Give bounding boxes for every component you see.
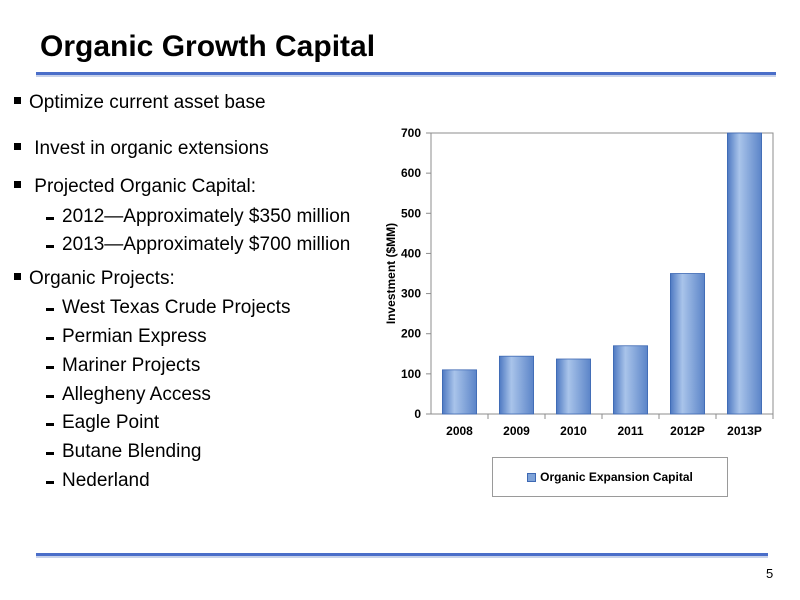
y-tick-label: 0: [414, 407, 421, 421]
bullet-text: Nederland: [62, 470, 150, 491]
bullet-item: 2013—Approximately $700 million: [46, 234, 350, 256]
dash-bullet-icon: [46, 395, 54, 399]
x-tick-label: 2011: [617, 424, 643, 438]
x-tick-label: 2013P: [727, 424, 762, 438]
square-bullet-icon: [14, 143, 21, 151]
bullet-item: Allegheny Access: [46, 384, 211, 406]
y-tick-label: 600: [401, 166, 421, 180]
bullet-text: Eagle Point: [62, 412, 160, 433]
y-tick-label: 100: [401, 367, 421, 381]
bullet-item: Mariner Projects: [46, 355, 200, 377]
bullet-text: Mariner Projects: [62, 355, 201, 376]
square-bullet-icon: [14, 97, 21, 105]
y-tick-label: 200: [401, 327, 421, 341]
x-tick-label: 2012P: [670, 424, 705, 438]
bullet-text: Invest in organic extensions: [29, 138, 269, 159]
dash-bullet-icon: [46, 481, 54, 485]
y-axis-label: Investment ($MM): [384, 223, 398, 324]
slide-title: Organic Growth Capital: [40, 30, 376, 63]
bullet-item: Invest in organic extensions: [14, 138, 269, 160]
bullet-text: Butane Blending: [62, 441, 202, 462]
bar: [727, 132, 763, 415]
bullet-item: Butane Blending: [46, 441, 201, 463]
y-tick-label: 700: [401, 126, 421, 140]
bullet-text: Optimize current asset base: [29, 92, 266, 113]
dash-bullet-icon: [46, 308, 54, 312]
page-number: 5: [766, 566, 774, 581]
chart-legend: Organic Expansion Capital: [492, 457, 728, 497]
square-bullet-icon: [14, 273, 21, 281]
bar: [556, 358, 592, 415]
dash-bullet-icon: [46, 423, 54, 427]
bar: [441, 369, 477, 415]
bullet-item: Organic Projects:: [14, 268, 175, 290]
dash-bullet-icon: [46, 337, 54, 341]
bullet-item: Permian Express: [46, 326, 207, 348]
bar: [613, 345, 649, 415]
x-tick-label: 2008: [446, 424, 473, 438]
x-tick-label: 2009: [503, 424, 530, 438]
dash-bullet-icon: [46, 245, 54, 249]
bullet-text: West Texas Crude Projects: [62, 297, 291, 318]
legend-swatch: [527, 472, 537, 482]
bullet-item: 2012—Approximately $350 million: [46, 206, 350, 228]
legend-label: Organic Expansion Capital: [540, 470, 693, 484]
bullet-text: 2012—Approximately $350 million: [62, 206, 351, 227]
bullet-text: 2013—Approximately $700 million: [62, 234, 351, 255]
dash-bullet-icon: [46, 366, 54, 370]
y-tick-label: 500: [401, 206, 421, 220]
dash-bullet-icon: [46, 452, 54, 456]
bullet-text: Permian Express: [62, 326, 207, 347]
bullet-item: Projected Organic Capital:: [14, 176, 256, 198]
y-tick-label: 400: [401, 246, 421, 260]
bullet-text: Organic Projects:: [29, 268, 175, 289]
rule-bottom: [36, 553, 768, 556]
bar: [670, 273, 706, 415]
bullet-item: Eagle Point: [46, 412, 159, 434]
bullet-item: Optimize current asset base: [14, 92, 266, 114]
bullet-text: Projected Organic Capital:: [29, 176, 257, 197]
dash-bullet-icon: [46, 217, 54, 221]
title-rule: [36, 72, 776, 75]
y-tick-label: 300: [401, 287, 421, 301]
bullet-item: Nederland: [46, 470, 150, 492]
x-tick-label: 2010: [560, 424, 587, 438]
bullet-text: Allegheny Access: [62, 384, 211, 405]
bar: [498, 355, 534, 415]
plot-area: [430, 132, 774, 415]
bullet-item: West Texas Crude Projects: [46, 297, 290, 319]
square-bullet-icon: [14, 181, 21, 189]
